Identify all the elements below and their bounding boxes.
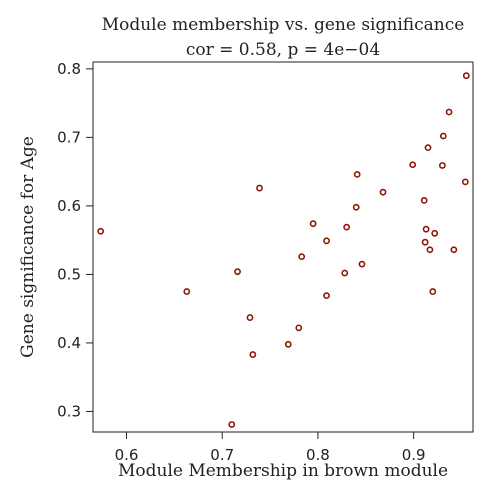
data-point [284,340,292,348]
data-point [420,197,428,204]
y-tick-label: 0.3 [57,402,81,420]
chart-title: Module membership vs. gene significance [102,15,465,35]
x-tick-label: 0.8 [306,446,330,464]
data-point [343,223,351,231]
y-axis: 0.3 0.4 0.5 0.6 0.7 0.8 [57,60,93,420]
y-tick-label: 0.4 [57,334,81,352]
data-point [298,253,306,260]
data-point [426,246,434,254]
data-point [183,288,191,295]
x-axis: 0.6 0.7 0.8 0.9 [115,432,426,464]
data-point [422,225,430,233]
data-point [445,108,453,116]
data-point [234,268,241,276]
data-point [429,288,437,295]
data-point [462,72,470,80]
data-point [379,188,387,196]
plot-frame [92,61,474,433]
x-tick-label: 0.6 [115,446,139,464]
data-point [256,184,263,192]
data-point [295,324,303,332]
x-tick-label: 0.7 [210,446,234,464]
data-point [438,162,446,169]
data-point [323,237,330,245]
data-point [97,227,105,235]
y-axis-label: Gene significance for Age [18,136,38,358]
y-tick-label: 0.6 [57,197,81,215]
data-point [431,229,439,237]
data-point [341,269,349,277]
data-point [246,314,254,321]
data-point [309,220,317,228]
chart-subtitle: cor = 0.58, p = 4e−04 [186,40,380,60]
data-points [97,72,470,428]
data-point [358,260,366,268]
data-point [352,203,360,211]
data-point [353,170,361,178]
data-point [461,178,469,186]
data-point [323,292,330,300]
data-point [439,132,447,140]
data-point [450,246,458,254]
data-point [249,351,257,358]
data-point [421,238,429,246]
y-tick-label: 0.7 [57,128,81,146]
x-tick-label: 0.9 [402,446,426,464]
x-axis-label: Module Membership in brown module [118,461,448,481]
y-tick-label: 0.5 [57,265,81,283]
y-tick-label: 0.8 [57,60,81,78]
data-point [409,161,417,169]
data-point [424,144,432,152]
data-point [228,421,236,428]
